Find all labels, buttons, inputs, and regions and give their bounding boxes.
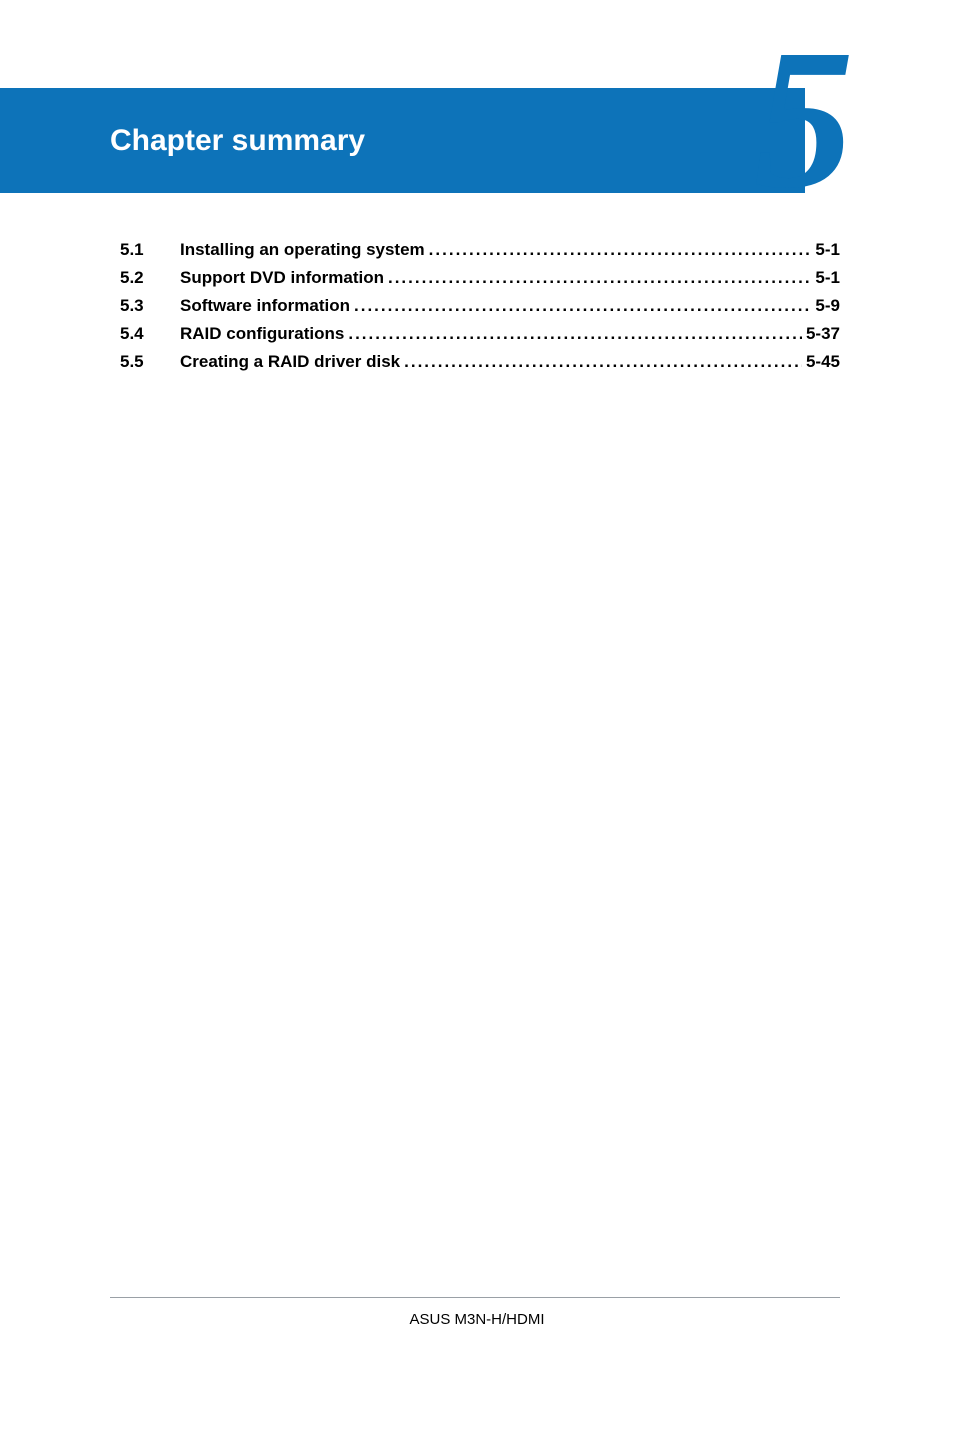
toc-leader-dots bbox=[404, 352, 802, 372]
toc-leader-dots bbox=[388, 268, 811, 288]
toc-entry-page: 5-1 bbox=[815, 268, 840, 288]
toc-entry-page: 5-37 bbox=[806, 324, 840, 344]
toc-entry-number: 5.4 bbox=[120, 324, 180, 344]
toc-entry: 5.5 Creating a RAID driver disk 5-45 bbox=[120, 352, 840, 372]
toc-entry-label: Support DVD information bbox=[180, 268, 384, 288]
toc-entry-page: 5-9 bbox=[815, 296, 840, 316]
toc-entry: 5.1 Installing an operating system 5-1 bbox=[120, 240, 840, 260]
toc-entry-label: Software information bbox=[180, 296, 350, 316]
toc-entry-label: RAID configurations bbox=[180, 324, 344, 344]
toc-entry-number: 5.3 bbox=[120, 296, 180, 316]
toc-entry-label: Installing an operating system bbox=[180, 240, 425, 260]
toc-entry: 5.3 Software information 5-9 bbox=[120, 296, 840, 316]
footer-text: ASUS M3N-H/HDMI bbox=[0, 1311, 954, 1328]
toc-leader-dots bbox=[348, 324, 802, 344]
toc-entry-number: 5.1 bbox=[120, 240, 180, 260]
toc-entry-page: 5-1 bbox=[815, 240, 840, 260]
toc-leader-dots bbox=[354, 296, 811, 316]
toc-entry-page: 5-45 bbox=[806, 352, 840, 372]
header-band: Chapter summary bbox=[0, 88, 805, 193]
toc-entry-label: Creating a RAID driver disk bbox=[180, 352, 400, 372]
toc-leader-dots bbox=[429, 240, 812, 260]
toc-entry-number: 5.2 bbox=[120, 268, 180, 288]
table-of-contents: 5.1 Installing an operating system 5-1 5… bbox=[120, 240, 840, 380]
toc-entry-number: 5.5 bbox=[120, 352, 180, 372]
footer-divider bbox=[110, 1297, 840, 1298]
chapter-title: Chapter summary bbox=[110, 124, 365, 158]
toc-entry: 5.4 RAID configurations 5-37 bbox=[120, 324, 840, 344]
chapter-number: 5 bbox=[754, 20, 854, 220]
toc-entry: 5.2 Support DVD information 5-1 bbox=[120, 268, 840, 288]
